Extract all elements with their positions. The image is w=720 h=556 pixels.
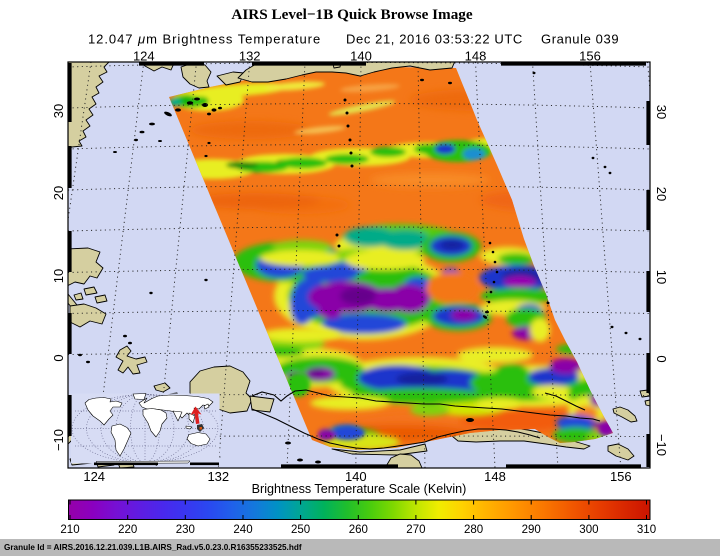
svg-text:156: 156	[579, 49, 601, 64]
svg-text:12.047 μm Brightness Temperatu: 12.047 μm Brightness Temperature	[88, 32, 321, 47]
svg-text:Granule Id = AIRS.2016.12.21.0: Granule Id = AIRS.2016.12.21.039.L1B.AIR…	[4, 543, 302, 552]
svg-text:290: 290	[522, 524, 541, 536]
svg-text:156: 156	[610, 469, 632, 484]
svg-text:Dec 21, 2016 03:53:22 UTC: Dec 21, 2016 03:53:22 UTC	[346, 32, 523, 47]
svg-text:140: 140	[345, 469, 367, 484]
svg-text:240: 240	[233, 524, 252, 536]
svg-text:220: 220	[118, 524, 137, 536]
svg-text:310: 310	[637, 524, 656, 536]
svg-text:0: 0	[51, 354, 66, 361]
svg-text:140: 140	[350, 49, 372, 64]
svg-text:148: 148	[484, 469, 506, 484]
svg-text:300: 300	[579, 524, 598, 536]
svg-text:124: 124	[133, 49, 155, 64]
svg-text:−10: −10	[51, 429, 66, 451]
svg-text:280: 280	[464, 524, 483, 536]
svg-text:230: 230	[176, 524, 195, 536]
svg-text:124: 124	[83, 469, 105, 484]
svg-text:20: 20	[51, 186, 66, 200]
svg-text:20: 20	[654, 187, 669, 201]
svg-text:0: 0	[654, 355, 669, 362]
svg-text:132: 132	[207, 469, 229, 484]
svg-text:−10: −10	[654, 434, 669, 456]
svg-text:Granule 039: Granule 039	[541, 32, 619, 47]
svg-text:Brightness Temperature Scale (: Brightness Temperature Scale (Kelvin)	[252, 482, 467, 496]
svg-text:30: 30	[654, 105, 669, 119]
svg-text:210: 210	[60, 524, 79, 536]
svg-text:270: 270	[406, 524, 425, 536]
svg-text:10: 10	[654, 270, 669, 284]
svg-text:250: 250	[291, 524, 310, 536]
svg-text:AIRS Level−1B Quick Browse Ima: AIRS Level−1B Quick Browse Image	[231, 6, 473, 23]
svg-text:260: 260	[349, 524, 368, 536]
svg-text:10: 10	[51, 269, 66, 283]
svg-text:30: 30	[51, 104, 66, 118]
svg-text:132: 132	[239, 49, 261, 64]
svg-text:148: 148	[465, 49, 487, 64]
